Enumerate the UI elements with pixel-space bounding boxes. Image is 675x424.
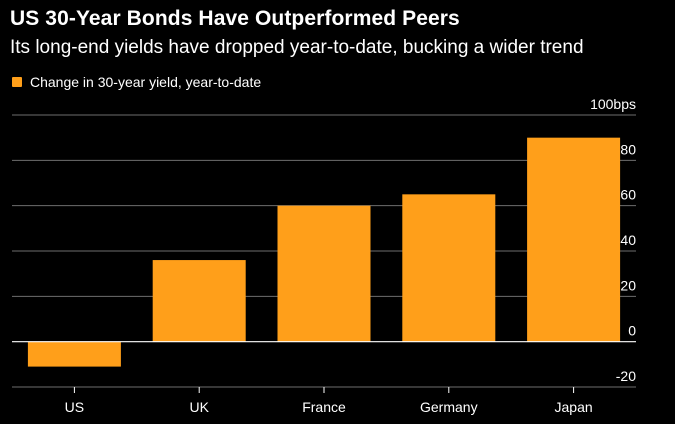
chart-subtitle: Its long-end yields have dropped year-to…	[10, 37, 584, 58]
y-tick-label: 100bps	[590, 96, 636, 112]
legend-label: Change in 30-year yield, year-to-date	[30, 74, 262, 90]
x-tick-label: UK	[189, 399, 209, 415]
bar-us	[27, 341, 121, 367]
x-tick-label: US	[65, 399, 84, 415]
chart-title: US 30-Year Bonds Have Outperformed Peers	[10, 7, 460, 30]
bar-france	[277, 205, 371, 342]
bar-uk	[152, 260, 246, 342]
bar-germany	[402, 194, 496, 342]
x-tick-label: Germany	[420, 399, 478, 415]
legend-swatch	[12, 77, 22, 87]
x-tick-label: Japan	[555, 399, 593, 415]
y-tick-label: 80	[620, 141, 636, 157]
y-tick-label: 0	[628, 323, 636, 339]
y-tick-label: 40	[620, 232, 636, 248]
y-tick-label: -20	[616, 368, 636, 384]
y-tick-label: 60	[620, 187, 636, 203]
legend: Change in 30-year yield, year-to-date	[12, 73, 261, 91]
bar-japan	[527, 137, 621, 342]
x-tick-label: France	[302, 399, 346, 415]
y-tick-label: 20	[620, 277, 636, 293]
